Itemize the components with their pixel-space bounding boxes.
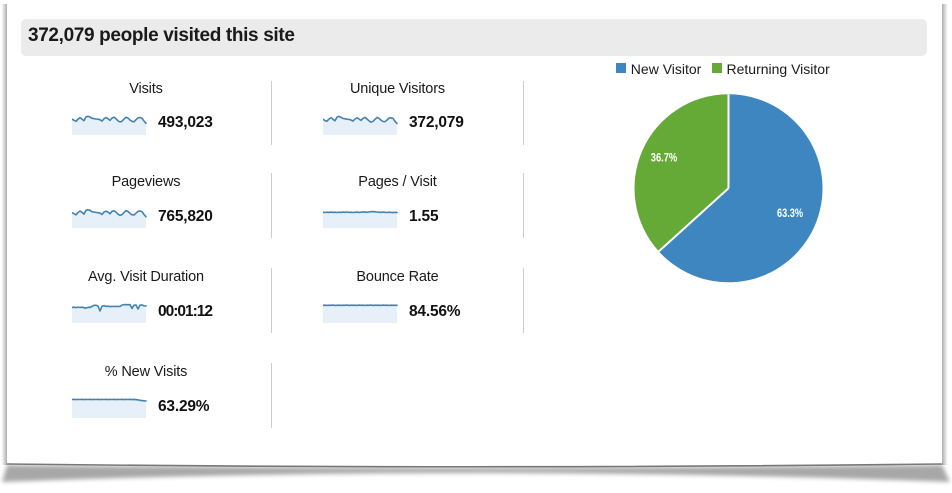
svg-text:36.7%: 36.7% [651, 151, 678, 165]
svg-text:63.3%: 63.3% [777, 206, 803, 220]
